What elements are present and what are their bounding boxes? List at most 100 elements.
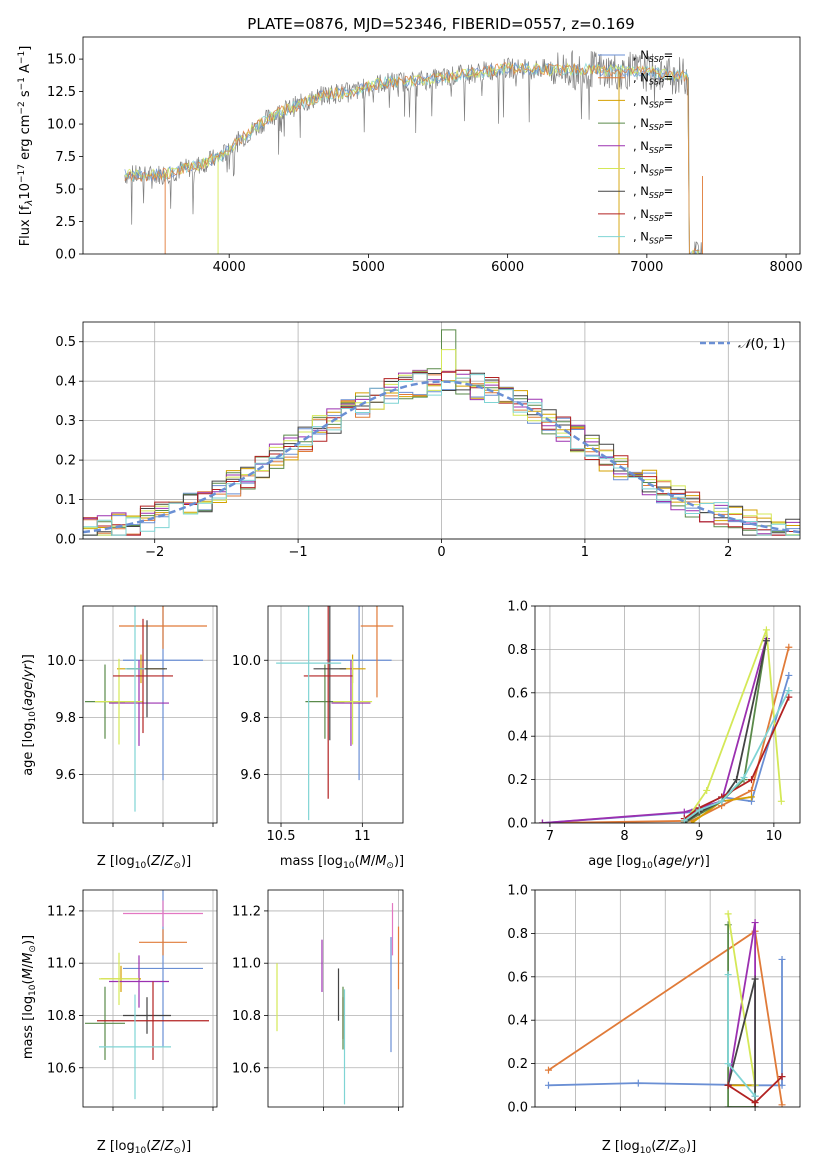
weight-marker: [785, 643, 793, 651]
plot-area: [85, 890, 209, 1100]
residuals-panel: −2 −1 0 1 2 0.0 0.1 0.2 0.3 0.4 0.5: [55, 321, 801, 560]
y-tick-label: 0.8: [507, 927, 528, 942]
y-tick-label: 10.0: [47, 118, 76, 133]
spectrum-legend: , NSSP=, NSSP=, NSSP=, NSSP=, NSSP=, NSS…: [598, 48, 673, 246]
x-tick-label: 7: [546, 829, 554, 844]
x-tick-label: 8: [620, 829, 628, 844]
grid-lines: [83, 890, 217, 1107]
z-x-label-top: Z [log10(Z/Z⊙)]: [97, 854, 191, 871]
x-tick-label: 7000: [630, 260, 663, 275]
weight-marker: [785, 693, 793, 701]
x-tick-label: 2: [724, 545, 732, 560]
point-salpeter-stelib: [303, 606, 353, 799]
legend-eq: =: [664, 48, 674, 62]
y-tick-label: 9.6: [55, 768, 76, 783]
point-kroupa-elodie: [333, 658, 373, 745]
weight-marker: [751, 1099, 759, 1107]
weight-marker: [544, 1081, 552, 1089]
axes-frame: [82, 889, 218, 1108]
weight-marker: [724, 1081, 732, 1089]
y-tick-label: 10.0: [47, 654, 76, 669]
x-tick-label: −1: [289, 545, 308, 560]
y-tick-label: 0.4: [507, 1014, 528, 1029]
legend-n-sub: SSP: [649, 123, 664, 132]
weight-vs-z-panel: 0.0 0.2 0.4 0.6 0.8 1.0: [507, 884, 801, 1116]
histogram-kroupa-stelib: [83, 373, 800, 539]
y-tick-label: 0.2: [55, 454, 76, 469]
plot-area: [124, 50, 703, 254]
age-y-label: age [log10(age/yr)]: [21, 654, 38, 776]
point-salpeter-miles: [139, 929, 187, 956]
point-chabrier-miles: [123, 606, 203, 781]
y-tick-label: 0.2: [507, 1057, 528, 1072]
axes-frame: [82, 605, 218, 824]
mass-vs-ebv-panel: 10.6 10.8 11.0 11.2: [232, 889, 404, 1111]
weight-marker: [785, 671, 793, 679]
weight-marker: [695, 806, 703, 814]
legend-eq: =: [664, 116, 674, 130]
point-kroupa-stelib: [125, 606, 145, 812]
point-chabrier-stelib: [123, 997, 171, 1034]
y-tick-label: 9.8: [55, 711, 76, 726]
weight-marker: [538, 819, 546, 823]
y-tick-label: 9.6: [240, 768, 261, 783]
grid-lines: [268, 606, 403, 823]
y-tick-label: 7.5: [55, 150, 76, 165]
legend-entry: , NSSP=: [633, 139, 673, 155]
model-line-kroupa-stelib: [124, 62, 700, 254]
legend-n-label: , N: [633, 93, 649, 107]
y-tick-label: 10.6: [232, 1061, 261, 1076]
legend-entry: , NSSP=: [633, 230, 673, 246]
y-tick-label: 11.0: [232, 957, 261, 972]
y-tick-label: 0.0: [507, 1101, 528, 1116]
weight-marker: [718, 797, 726, 805]
legend-eq: =: [664, 93, 674, 107]
legend-entry: , NSSP=: [633, 93, 673, 109]
z-x-label-weight: Z [log10(Z/Z⊙)]: [602, 1139, 696, 1156]
x-tick-label: 4000: [213, 260, 246, 275]
weight-marker: [740, 773, 748, 781]
grid-lines: [535, 605, 800, 824]
legend-n-sub: SSP: [649, 169, 664, 178]
mass-x-label: mass [log10(M/M⊙)]: [280, 854, 404, 871]
y-tick-label: 0.8: [507, 643, 528, 658]
y-tick-label: 0.0: [55, 248, 76, 263]
plot-area: [544, 910, 786, 1107]
legend-n-label: , N: [633, 139, 649, 153]
weight-line-kroupa-elodie: [683, 629, 783, 823]
gaussian-curve: [83, 380, 800, 534]
spectrum-panel: 4000 5000 6000 7000 8000 0.0 2.5 5.0 7.5 10.0 12.5…: [47, 36, 803, 275]
weight-marker: [751, 1092, 759, 1100]
plot-area: [85, 606, 207, 812]
axes-frame: [534, 889, 801, 1108]
legend-n-label: , N: [633, 230, 649, 244]
y-tick-label: 15.0: [47, 53, 76, 68]
model-line-salpeter-miles: [124, 62, 700, 254]
weight-vs-age-panel: 7 8 9 10 0.0 0.2 0.4 0.6 0.8 1.0: [507, 600, 801, 844]
weight-marker: [634, 1079, 642, 1087]
weight-marker: [778, 1101, 786, 1107]
y-tick-label: 0.4: [507, 730, 528, 745]
legend-eq: =: [664, 162, 674, 176]
y-tick-label: 1.0: [507, 600, 528, 615]
weight-marker: [680, 808, 688, 816]
age-vs-mass-panel: 10.5 11 9.6 9.8 10.0: [232, 605, 404, 844]
point-salpeter-miles: [119, 606, 207, 649]
weight-marker: [785, 687, 793, 695]
legend-n-sub: SSP: [649, 146, 664, 155]
weight-marker: [724, 1103, 732, 1107]
legend-entry: , NSSP=: [633, 207, 673, 223]
weight-marker: [762, 637, 770, 645]
point-chabrier-miles: [326, 606, 392, 781]
y-tick-label: 0.3: [55, 414, 76, 429]
legend-n-sub: SSP: [649, 78, 664, 87]
x-tick-label: 8000: [770, 260, 803, 275]
y-tick-label: 0.4: [55, 375, 76, 390]
point-kroupa-elodie: [99, 952, 139, 1006]
plot-area: [276, 606, 394, 821]
legend-eq: =: [664, 184, 674, 198]
legend-entry: , NSSP=: [633, 48, 673, 64]
plot-area: [276, 903, 400, 1105]
point-kroupa-elodie: [95, 658, 143, 745]
